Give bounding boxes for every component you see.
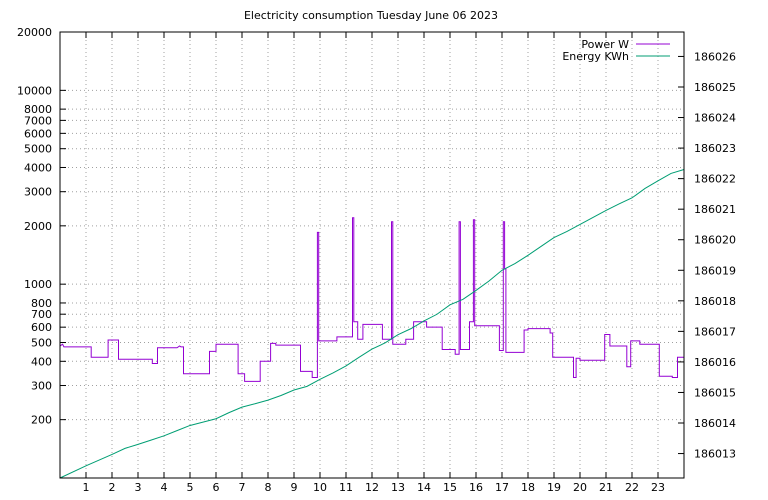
y-right-tick-label: 186025: [694, 81, 736, 94]
y-right-tick-label: 186018: [694, 295, 736, 308]
x-tick-label: 2: [109, 481, 116, 494]
y-left-tick-label: 6000: [24, 127, 52, 140]
x-tick-label: 11: [339, 481, 353, 494]
legend-label: Energy KWh: [562, 50, 629, 63]
y-left-tick-label: 300: [31, 380, 52, 393]
y-left-tick-label: 2000: [24, 220, 52, 233]
y-right-tick-label: 186013: [694, 448, 736, 461]
y-left-tick-label: 600: [31, 321, 52, 334]
x-tick-label: 7: [239, 481, 246, 494]
grid: [60, 31, 684, 478]
x-tick-label: 18: [521, 481, 535, 494]
y-left-tick-label: 500: [31, 337, 52, 350]
x-tick-label: 12: [365, 481, 379, 494]
x-tick-label: 13: [391, 481, 405, 494]
y-right-tick-label: 186020: [694, 234, 736, 247]
y-right-tick-label: 186026: [694, 50, 736, 63]
x-tick-label: 3: [135, 481, 142, 494]
y-right-tick-label: 186019: [694, 264, 736, 277]
plot-frame: [59, 31, 685, 479]
x-tick-label: 14: [417, 481, 431, 494]
x-tick-label: 10: [313, 481, 327, 494]
x-tick-label: 19: [547, 481, 561, 494]
y-left-tick-label: 8000: [24, 103, 52, 116]
y-left-tick-label: 5000: [24, 143, 52, 156]
x-tick-label: 15: [443, 481, 457, 494]
series-line-energy-kwh: [59, 168, 685, 479]
x-tick-label: 23: [651, 481, 665, 494]
x-tick-label: 6: [213, 481, 220, 494]
y-right-tick-label: 186017: [694, 325, 736, 338]
series-layer: [59, 168, 685, 479]
x-tick-label: 17: [495, 481, 509, 494]
y-left-tick-label: 800: [31, 297, 52, 310]
x-tick-label: 9: [291, 481, 298, 494]
y-right-tick-label: 186021: [694, 203, 736, 216]
axes: 1 2 3 4 5 6 7 8 9 10 11 12 13 14 15 16 17 18 19 20 21 22 23200…: [17, 26, 736, 494]
y-left-tick-label: 10000: [17, 84, 52, 97]
x-tick-label: 22: [625, 481, 639, 494]
x-tick-label: 20: [573, 481, 587, 494]
series-line-power-w: [59, 217, 684, 382]
y-right-tick-label: 186015: [694, 386, 736, 399]
x-tick-label: 5: [187, 481, 194, 494]
y-left-tick-label: 7000: [24, 114, 52, 127]
y-left-tick-label: 4000: [24, 161, 52, 174]
y-left-tick-label: 3000: [24, 186, 52, 199]
x-tick-label: 1: [83, 481, 90, 494]
y-left-tick-label: 200: [31, 414, 52, 427]
y-left-tick-label: 700: [31, 308, 52, 321]
y-right-tick-label: 186014: [694, 417, 736, 430]
x-tick-label: 16: [469, 481, 483, 494]
y-right-tick-label: 186023: [694, 142, 736, 155]
y-right-tick-label: 186022: [694, 173, 736, 186]
x-tick-label: 21: [599, 481, 613, 494]
legend-label: Power W: [581, 38, 629, 51]
y-left-tick-label: 1000: [24, 278, 52, 291]
y-left-tick-label: 20000: [17, 26, 52, 39]
y-left-tick-label: 400: [31, 355, 52, 368]
y-right-tick-label: 186024: [694, 112, 736, 125]
chart-title: Electricity consumption Tuesday June 06 …: [244, 9, 498, 22]
y-right-tick-label: 186016: [694, 356, 736, 369]
x-tick-label: 8: [265, 481, 272, 494]
x-tick-label: 4: [161, 481, 168, 494]
